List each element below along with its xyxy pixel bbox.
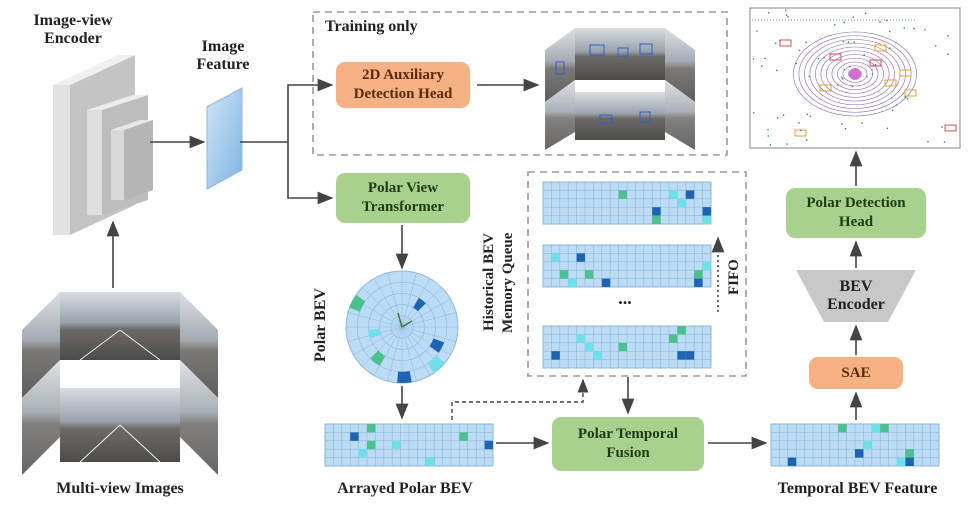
- highlight-cell: [702, 261, 711, 271]
- highlight-cell: [367, 440, 376, 450]
- highlight-cell: [559, 270, 569, 279]
- highlight-cell: [677, 351, 686, 360]
- detection-box: [874, 44, 887, 52]
- highlight-cell: [392, 440, 401, 450]
- aux-detection-head-box: 2D Auxiliary Detection Head: [336, 62, 470, 108]
- highlight-cell: [568, 278, 577, 287]
- fifo-label: FIFO: [726, 259, 742, 295]
- polar-temporal-fusion-box: Polar Temporal Fusion: [552, 417, 704, 471]
- polar-highlight-cell: [413, 297, 426, 312]
- training-only-region: [312, 11, 728, 156]
- bev-encoder-shape: [796, 270, 916, 322]
- arrayed-polar-bev-grid: [324, 423, 494, 467]
- highlight-cell: [459, 432, 468, 441]
- training-only-label: Training only: [325, 18, 418, 35]
- detection-box: [899, 69, 912, 77]
- highlight-cell: [358, 449, 367, 458]
- highlight-cell: [905, 449, 914, 458]
- memory-queue-region: [527, 171, 747, 377]
- highlight-cell: [551, 351, 560, 360]
- highlight-cell: [694, 270, 703, 279]
- queue-ellipsis: ...: [618, 288, 632, 308]
- highlight-cell: [618, 342, 627, 352]
- highlight-cell: [601, 278, 611, 287]
- highlight-cell: [905, 457, 914, 466]
- highlight-cell: [551, 253, 560, 262]
- polar-highlight-cell: [397, 371, 412, 383]
- historical-memory-queue-label: Historical BEV Memory Queue: [481, 232, 516, 333]
- highlight-cell: [702, 207, 711, 216]
- polar-highlight-cell: [427, 355, 445, 373]
- polar-detection-head-box: Polar Detection Head: [786, 188, 926, 238]
- highlight-cell: [787, 457, 797, 466]
- highlight-cell: [576, 253, 585, 262]
- highlight-cell: [871, 424, 881, 433]
- highlight-cell: [425, 457, 435, 466]
- arrayed-polar-bev-label: Arrayed Polar BEV: [337, 480, 473, 497]
- detection-box: [904, 89, 917, 97]
- memory-queue-grid-2: [542, 244, 712, 288]
- highlight-cell: [669, 190, 678, 199]
- detection-box: [779, 39, 792, 47]
- detection-box: [819, 84, 832, 92]
- temporal-bev-feature-label: Temporal BEV Feature: [777, 480, 938, 497]
- highlight-cell: [677, 198, 686, 208]
- highlight-cell: [677, 326, 686, 335]
- highlight-cell: [880, 424, 889, 433]
- multi-view-images-ring: [22, 292, 218, 475]
- highlight-cell: [702, 215, 711, 224]
- temporal-bev-feature-grid: [770, 423, 940, 467]
- highlight-cell: [484, 440, 493, 450]
- highlight-cell: [350, 432, 359, 441]
- highlight-cell: [855, 449, 864, 458]
- memory-queue-grid-3: [542, 325, 712, 369]
- highlight-cell: [685, 351, 695, 360]
- encoder-block-stack: [53, 55, 153, 235]
- polar-highlight-cell: [370, 350, 386, 366]
- polar-highlight-cell: [368, 328, 381, 339]
- detection-result-view: [749, 7, 961, 149]
- highlight-cell: [838, 424, 847, 433]
- polar-highlight-cell: [429, 338, 445, 353]
- highlight-cell: [585, 270, 594, 279]
- highlight-cell: [618, 190, 627, 199]
- image-view-encoder-label: Image-view Encoder: [33, 12, 113, 48]
- image-feature-label: Image Feature: [196, 38, 250, 74]
- highlight-cell: [652, 207, 661, 216]
- highlight-cell: [863, 440, 872, 450]
- highlight-cell: [685, 190, 695, 199]
- polar-bev-label: Polar BEV: [312, 288, 329, 362]
- highlight-cell: [585, 342, 594, 352]
- highlight-cell: [652, 215, 661, 224]
- highlight-cell: [593, 351, 602, 360]
- memory-queue-grid-1: [542, 181, 712, 225]
- highlight-cell: [576, 334, 585, 343]
- detection-box: [884, 79, 897, 87]
- detection-box: [829, 53, 842, 61]
- polar-view-transformer-box: Polar View Transformer: [336, 173, 470, 223]
- highlight-cell: [367, 424, 376, 433]
- multi-view-images-label: Multi-view Images: [56, 480, 184, 497]
- detection-box: [869, 59, 882, 67]
- detection-box: [944, 124, 957, 132]
- polar-highlight-cell: [349, 294, 366, 312]
- bev-encoder-label: BEV Encoder: [827, 278, 885, 314]
- image-feature-block: [206, 87, 243, 190]
- highlight-cell: [694, 278, 703, 287]
- aux-detection-camera-ring: [545, 28, 695, 150]
- sae-box: SAE: [809, 357, 903, 389]
- polar-bev-disc: [345, 270, 459, 384]
- highlight-cell: [669, 334, 678, 343]
- highlight-cell: [897, 457, 906, 466]
